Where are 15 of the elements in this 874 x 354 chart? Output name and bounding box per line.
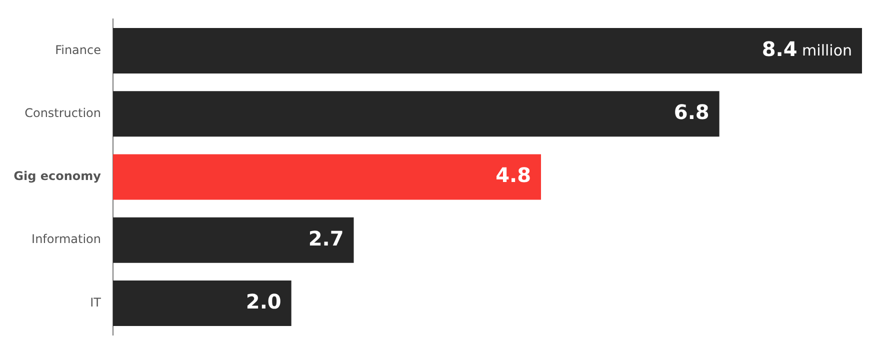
data-label: 2.7 [308,226,344,250]
bar [113,91,720,137]
bar [113,154,541,200]
y-tick-label: IT [90,295,102,310]
data-label: 4.8 [496,163,532,188]
data-label: 2.0 [246,289,282,314]
y-tick-label: Construction [24,106,101,120]
y-tick-label: Gig economy [14,169,102,184]
y-tick-label: Finance [55,42,101,57]
data-label: 8.4 million [762,36,852,61]
y-tick-label: Information [32,232,101,246]
bar [113,28,862,74]
bar [113,217,354,263]
data-label: 6.8 [674,100,710,124]
bar [113,280,292,326]
